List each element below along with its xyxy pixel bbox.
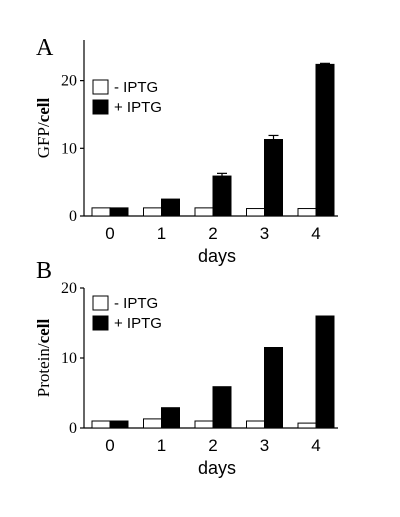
legend-label: + IPTG: [114, 315, 162, 332]
panel-a: A 0 10 20 0 1 2 3 4 days GFP/cell - IPTG + IPTG: [34, 35, 338, 266]
bar-minus-iptg-day-1: [143, 207, 162, 217]
legend-label: + IPTG: [114, 99, 162, 116]
bar-plus-iptg-day-4: [315, 315, 335, 429]
x-axis-label: days: [198, 246, 236, 266]
legend-label: - IPTG: [114, 79, 158, 96]
x-tick-label: 0: [105, 436, 114, 455]
bar-plus-iptg-day-1: [161, 198, 180, 217]
bar-plus-iptg-day-2: [212, 175, 232, 217]
legend-swatch: [92, 79, 109, 95]
y-tick-label: 10: [61, 350, 77, 367]
x-tick-label: 1: [157, 224, 166, 243]
legend-label: - IPTG: [114, 295, 158, 312]
y-tick-label: 20: [61, 280, 77, 297]
bar-minus-iptg-day-2: [194, 420, 214, 429]
legend-swatch: [92, 295, 109, 311]
x-tick-label: 3: [260, 436, 269, 455]
x-tick-label: 2: [208, 224, 217, 243]
x-tick-label: 2: [208, 436, 217, 455]
y-axis-label: GFP/cell: [34, 97, 53, 158]
x-axis-label: days: [198, 458, 236, 478]
panel-b: B 0 10 20 0 1 2 3 4 days Protein/cell - IPTG + IPTG: [34, 258, 338, 478]
bar-minus-iptg-day-4: [297, 422, 317, 429]
y-axis-label: Protein/cell: [34, 319, 53, 398]
bar-plus-iptg-day-3: [264, 347, 283, 429]
bar-minus-iptg-day-1: [143, 418, 162, 429]
legend-swatch: [92, 315, 109, 331]
bar-minus-iptg-day-4: [297, 208, 317, 217]
legend-swatch: [92, 99, 109, 115]
y-tick-label: 10: [61, 140, 77, 157]
x-tick-label: 1: [157, 436, 166, 455]
bar-minus-iptg-day-2: [194, 207, 214, 217]
bar-plus-iptg-day-1: [161, 407, 180, 429]
bar-minus-iptg-day-0: [91, 207, 111, 217]
bar-plus-iptg-day-2: [212, 386, 232, 429]
x-tick-label: 4: [311, 436, 320, 455]
bar-minus-iptg-day-0: [91, 420, 111, 429]
x-tick-label: 0: [105, 224, 114, 243]
x-tick-label: 4: [311, 224, 320, 243]
y-tick-label: 0: [69, 208, 77, 225]
bar-plus-iptg-day-3: [264, 139, 283, 217]
bar-plus-iptg-day-0: [109, 207, 129, 217]
panel-letter: B: [36, 258, 52, 284]
bar-minus-iptg-day-3: [246, 208, 265, 217]
x-tick-label: 3: [260, 224, 269, 243]
bar-plus-iptg-day-0: [109, 420, 129, 429]
bar-plus-iptg-day-4: [315, 63, 335, 217]
panel-letter: A: [36, 35, 54, 61]
y-tick-label: 0: [69, 420, 77, 437]
y-tick-label: 20: [61, 73, 77, 90]
bar-minus-iptg-day-3: [246, 420, 265, 429]
